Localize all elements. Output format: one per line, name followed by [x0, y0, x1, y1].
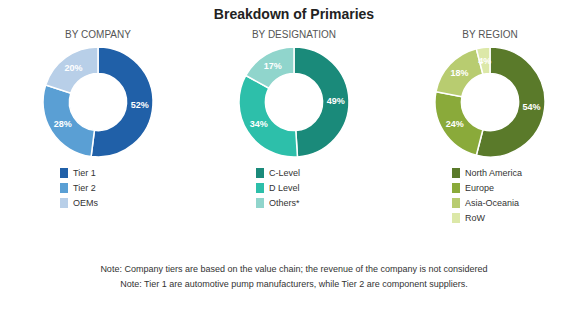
legend-label: RoW — [465, 213, 486, 223]
legend: C-Level D Level Others* — [256, 168, 300, 208]
donut-chart: 49% 34% 17% — [239, 47, 349, 157]
donut-slice — [436, 49, 483, 97]
chart-subtitle: BY REGION — [462, 29, 517, 40]
legend-label: Tier 1 — [73, 168, 96, 178]
data-label: 17% — [264, 61, 282, 71]
data-label: 4% — [478, 56, 491, 66]
legend-swatch — [60, 198, 68, 208]
legend-swatch — [452, 183, 460, 193]
legend-label: Europe — [465, 183, 494, 193]
legend-swatch — [452, 168, 460, 178]
legend-item: C-Level — [256, 168, 300, 178]
note: Note: Company tiers are based on the val… — [100, 264, 487, 274]
legend-item: Tier 1 — [60, 168, 96, 178]
slices — [239, 47, 349, 157]
legend-item: RoW — [452, 213, 486, 223]
legend-swatch — [256, 183, 264, 193]
note: Note: Tier 1 are automotive pump manufac… — [120, 279, 468, 289]
legend-label: C-Level — [269, 168, 300, 178]
legend-swatch — [60, 183, 68, 193]
legend-label: Others* — [269, 198, 300, 208]
chart-subtitle: BY DESIGNATION — [252, 29, 336, 40]
donut-slice — [294, 47, 349, 157]
legend-item: D Level — [256, 183, 300, 193]
data-labels: 54% 24% 18% 4% — [446, 56, 541, 130]
legend-item: Others* — [256, 198, 300, 208]
legend-label: North America — [465, 168, 522, 178]
donut-slice — [46, 47, 98, 93]
legend-item: Asia-Oceania — [452, 198, 519, 208]
legend-swatch — [256, 168, 264, 178]
legend-label: OEMs — [73, 198, 99, 208]
legend-item: Tier 2 — [60, 183, 96, 193]
legend-label: Tier 2 — [73, 183, 96, 193]
data-label: 18% — [451, 68, 469, 78]
donut-slice — [91, 47, 153, 157]
legend-swatch — [452, 198, 460, 208]
donut-slice — [435, 92, 483, 156]
legend: North America Europe Asia-Oceania RoW — [452, 168, 522, 223]
data-label: 54% — [522, 102, 540, 112]
chart: Breakdown of Primaries 52% 28% 20% BY COMPAN… — [0, 0, 588, 315]
legend: Tier 1 Tier 2 OEMs — [60, 168, 99, 208]
donut-slice — [246, 47, 294, 88]
data-label: 34% — [250, 119, 268, 129]
legend-item: North America — [452, 168, 522, 178]
data-label: 28% — [54, 119, 72, 129]
legend-swatch — [256, 198, 264, 208]
legend-item: OEMs — [60, 198, 99, 208]
slices — [43, 47, 153, 157]
legend-label: D Level — [269, 183, 300, 193]
donut-slice — [476, 47, 545, 157]
legend-label: Asia-Oceania — [465, 198, 519, 208]
donut-slice — [43, 85, 94, 157]
data-labels: 49% 34% 17% — [250, 61, 345, 129]
donut-chart: 54% 24% 18% 4% — [435, 47, 545, 157]
legend-swatch — [60, 168, 68, 178]
legend-swatch — [452, 213, 460, 223]
legend-item: Europe — [452, 183, 494, 193]
data-label: 52% — [131, 100, 149, 110]
donut-chart: 52% 28% 20% — [43, 47, 153, 157]
title: Breakdown of Primaries — [214, 6, 374, 22]
data-label: 20% — [64, 63, 82, 73]
data-labels: 52% 28% 20% — [54, 63, 149, 129]
slices — [435, 47, 545, 157]
data-label: 49% — [327, 96, 345, 106]
data-label: 24% — [446, 119, 464, 129]
chart-subtitle: BY COMPANY — [65, 29, 131, 40]
